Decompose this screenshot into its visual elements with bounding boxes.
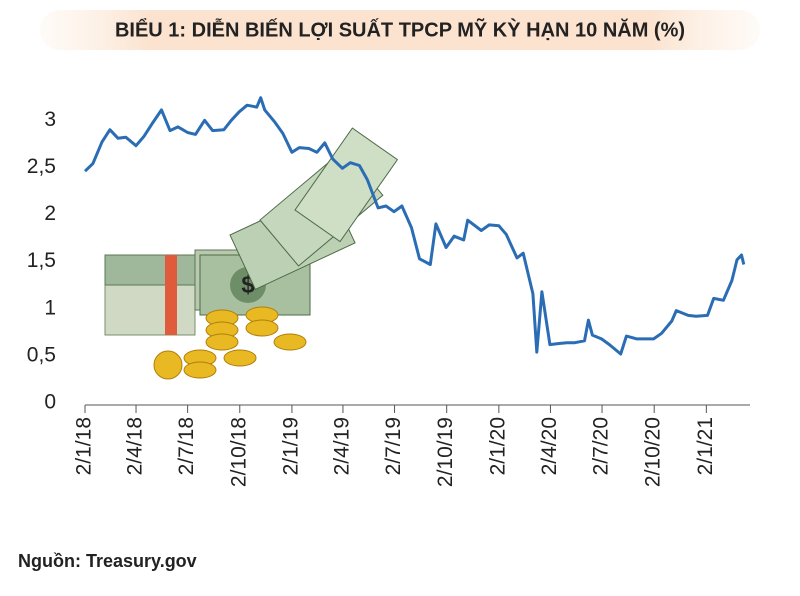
- y-tick-label: 2,5: [27, 155, 56, 178]
- source-note: Nguồn: Treasury.gov: [18, 551, 197, 571]
- x-tick-label: 2/1/18: [73, 417, 96, 475]
- x-tick-label: 2/10/20: [642, 417, 665, 487]
- x-tick-label: 2/4/19: [330, 417, 353, 475]
- x-tick-label: 2/1/20: [486, 417, 509, 475]
- y-tick-label: 1,5: [27, 249, 56, 272]
- x-tick-label: 2/1/19: [279, 417, 302, 475]
- x-tick-label: 2/1/21: [694, 417, 717, 475]
- y-tick-label: 2: [44, 202, 56, 225]
- x-tick-label: 2/10/18: [227, 417, 250, 487]
- y-tick-label: 1: [44, 296, 56, 319]
- y-tick-label: 0,5: [27, 343, 56, 366]
- chart-title: BIỂU 1: DIỄN BIẾN LỢI SUẤT TPCP MỸ KỲ HẠ…: [115, 17, 685, 41]
- x-tick-label: 2/7/18: [175, 417, 198, 475]
- x-tick-label: 2/10/19: [434, 417, 457, 487]
- money-illustration: $: [104, 127, 399, 380]
- x-tick-label: 2/7/20: [590, 417, 613, 475]
- y-tick-label: 0: [44, 391, 56, 414]
- x-tick-label: 2/4/18: [124, 417, 147, 475]
- yield-line: [83, 96, 746, 356]
- x-tick-label: 2/7/19: [382, 417, 405, 475]
- title-band: [40, 10, 760, 50]
- y-tick-label: 3: [44, 108, 56, 131]
- x-tick-label: 2/4/20: [538, 417, 561, 475]
